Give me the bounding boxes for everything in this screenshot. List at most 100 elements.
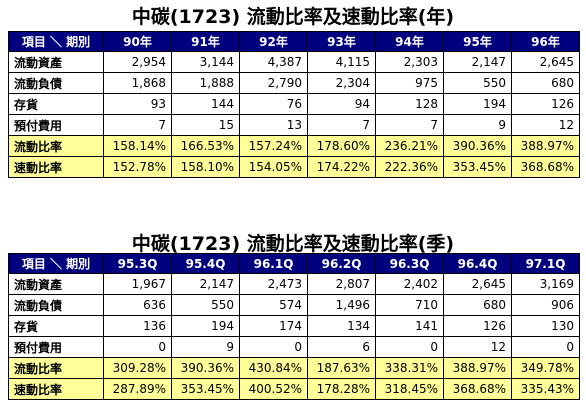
- cell: 141: [375, 315, 444, 337]
- header-cell: 96.3Q: [375, 253, 444, 274]
- cell: 318.45%: [375, 378, 444, 400]
- row-label: 預付費用: [8, 336, 104, 358]
- cell: 158.10%: [171, 156, 240, 178]
- cell: 178.28%: [307, 378, 376, 400]
- cell: 174: [239, 315, 308, 337]
- cell: 134: [307, 315, 376, 337]
- header-cell: 項目 ＼ 期別: [8, 31, 104, 52]
- cell: 93: [103, 93, 172, 115]
- header-row: 項目 ＼ 期別 90年 91年 92年 93年 94年 95年 96年: [8, 31, 580, 52]
- cell: 7: [307, 114, 376, 136]
- cell: 0: [511, 336, 580, 358]
- cell: 9: [171, 336, 240, 358]
- header-cell: 92年: [239, 31, 308, 52]
- cell: 353.45%: [171, 378, 240, 400]
- cell: 574: [239, 294, 308, 316]
- cell: 94: [307, 93, 376, 115]
- cell: 157.24%: [239, 135, 308, 157]
- cell: 222.36%: [375, 156, 444, 178]
- cell: 390.36%: [171, 357, 240, 379]
- row-label: 流動比率: [8, 357, 104, 379]
- cell: 166.53%: [171, 135, 240, 157]
- header-cell: 93年: [307, 31, 376, 52]
- data-table: 項目 ＼ 期別 90年 91年 92年 93年 94年 95年 96年 流動資產 2,954 3,1…: [8, 31, 580, 178]
- cell: 1,496: [307, 294, 376, 316]
- header-cell: 96年: [511, 31, 580, 52]
- cell: 0: [239, 336, 308, 358]
- cell: 680: [443, 294, 512, 316]
- cell: 2,645: [511, 51, 580, 73]
- row-label: 流動負債: [8, 294, 104, 316]
- cell: 194: [443, 93, 512, 115]
- cell: 130: [511, 315, 580, 337]
- cell: 2,147: [443, 51, 512, 73]
- header-cell: 96.4Q: [443, 253, 512, 274]
- cell: 4,387: [239, 51, 308, 73]
- header-cell: 97.1Q: [511, 253, 580, 274]
- table-row: 預付費用 7 15 13 7 7 9 12: [8, 114, 580, 136]
- header-cell: 96.2Q: [307, 253, 376, 274]
- header-cell: 95.3Q: [103, 253, 172, 274]
- table-row: 流動比率 158.14% 166.53% 157.24% 178.60% 236.21% 3…: [8, 135, 580, 157]
- cell: 309.28%: [103, 357, 172, 379]
- table-row: 速動比率 287.89% 353.45% 400.52% 178.28% 318.45% 3…: [8, 378, 580, 400]
- cell: 2,303: [375, 51, 444, 73]
- cell: 144: [171, 93, 240, 115]
- table-row: 速動比率 152.78% 158.10% 154.05% 174.22% 222.36% 3…: [8, 156, 580, 178]
- cell: 636: [103, 294, 172, 316]
- cell: 388.97%: [443, 357, 512, 379]
- cell: 349.78%: [511, 357, 580, 379]
- cell: 388.97%: [511, 135, 580, 157]
- cell: 287.89%: [103, 378, 172, 400]
- cell: 906: [511, 294, 580, 316]
- cell: 158.14%: [103, 135, 172, 157]
- cell: 12: [511, 114, 580, 136]
- table-title: 中碳(1723) 流動比率及速動比率(季): [131, 233, 455, 255]
- table-row: 存貨 136 194 174 134 141 126 130: [8, 315, 580, 337]
- row-label: 存貨: [8, 93, 104, 115]
- table-row: 流動資產 2,954 3,144 4,387 4,115 2,303 2,147 2,645: [8, 51, 580, 73]
- cell: 1,967: [103, 273, 172, 295]
- cell: 1,888: [171, 72, 240, 94]
- cell: 335.43%: [511, 378, 580, 400]
- header-cell: 91年: [171, 31, 240, 52]
- cell: 353.45%: [443, 156, 512, 178]
- table-row: 流動比率 309.28% 390.36% 430.84% 187.63% 338.31% 3…: [8, 357, 580, 379]
- table-row: 存貨 93 144 76 94 128 194 126: [8, 93, 580, 115]
- cell: 3,169: [511, 273, 580, 295]
- data-table: 項目 ＼ 期別 95.3Q 95.4Q 96.1Q 96.2Q 96.3Q 96.4Q 97.…: [8, 253, 580, 400]
- cell: 2,147: [171, 273, 240, 295]
- header-cell: 項目 ＼ 期別: [8, 253, 104, 274]
- row-label: 存貨: [8, 315, 104, 337]
- cell: 2,473: [239, 273, 308, 295]
- cell: 430.84%: [239, 357, 308, 379]
- cell: 2,807: [307, 273, 376, 295]
- cell: 2,790: [239, 72, 308, 94]
- cell: 2,645: [443, 273, 512, 295]
- cell: 400.52%: [239, 378, 308, 400]
- cell: 194: [171, 315, 240, 337]
- header-cell: 96.1Q: [239, 253, 308, 274]
- cell: 236.21%: [375, 135, 444, 157]
- cell: 390.36%: [443, 135, 512, 157]
- cell: 0: [375, 336, 444, 358]
- cell: 710: [375, 294, 444, 316]
- cell: 368.68%: [443, 378, 512, 400]
- cell: 3,144: [171, 51, 240, 73]
- table-title: 中碳(1723) 流動比率及速動比率(年): [131, 6, 455, 28]
- table-row: 流動負債 1,868 1,888 2,790 2,304 975 550 680: [8, 72, 580, 94]
- row-label: 流動負債: [8, 72, 104, 94]
- cell: 2,954: [103, 51, 172, 73]
- row-label: 速動比率: [8, 156, 104, 178]
- cell: 7: [375, 114, 444, 136]
- cell: 12: [443, 336, 512, 358]
- cell: 4,115: [307, 51, 376, 73]
- cell: 174.22%: [307, 156, 376, 178]
- cell: 126: [443, 315, 512, 337]
- row-label: 預付費用: [8, 114, 104, 136]
- cell: 338.31%: [375, 357, 444, 379]
- header-cell: 94年: [375, 31, 444, 52]
- row-label: 流動比率: [8, 135, 104, 157]
- cell: 0: [103, 336, 172, 358]
